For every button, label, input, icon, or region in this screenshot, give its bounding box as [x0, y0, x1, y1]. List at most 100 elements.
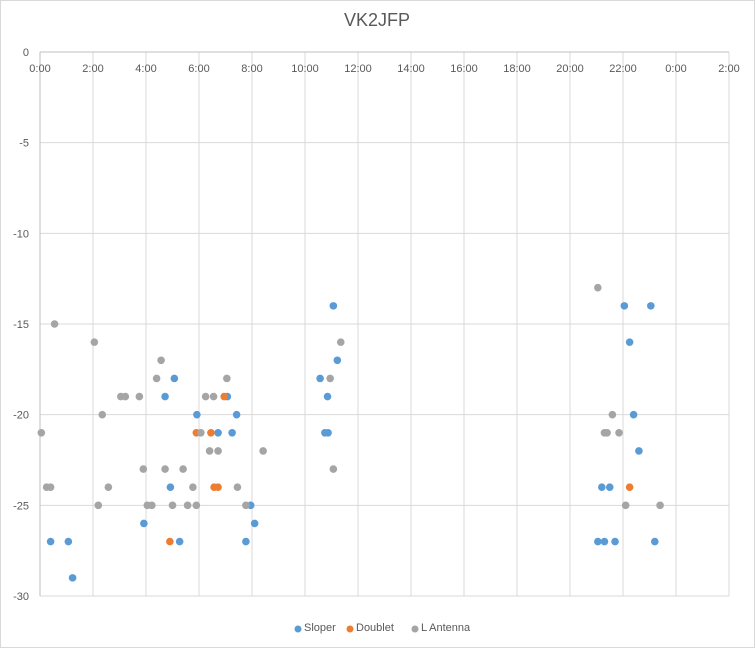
legend-item[interactable]: Sloper: [294, 622, 337, 634]
legend: Sloper Doublet L Antenna: [294, 622, 472, 634]
data-point: [64, 537, 73, 546]
y-tick-label: -15: [13, 319, 29, 331]
data-point: [233, 483, 242, 492]
data-point: [594, 283, 602, 292]
y-tick-label: -10: [13, 228, 29, 240]
legend-marker-icon: [411, 625, 419, 633]
legend-label: L Antenna: [421, 622, 471, 634]
data-point: [324, 429, 332, 437]
data-point: [651, 537, 659, 546]
data-point: [197, 429, 205, 437]
legend-marker-icon: [346, 625, 354, 633]
y-tick-label: -5: [19, 138, 29, 150]
data-point: [104, 483, 113, 492]
data-point: [228, 429, 236, 437]
data-point: [625, 338, 634, 346]
data-point: [121, 392, 130, 401]
series-sloper: [46, 302, 659, 582]
y-tick-label: -20: [13, 410, 29, 422]
data-point: [148, 501, 156, 510]
data-point: [611, 537, 619, 546]
x-tick-label: 10:00: [291, 63, 319, 75]
data-point: [139, 465, 148, 473]
data-point: [242, 537, 250, 546]
data-point: [250, 519, 259, 528]
x-tick-label: 20:00: [556, 63, 584, 75]
data-point: [223, 374, 231, 383]
x-tick-label: 8:00: [241, 63, 262, 75]
data-point: [135, 392, 144, 401]
data-point: [620, 302, 629, 310]
data-point: [329, 302, 338, 310]
chart-title: VK2JFP: [344, 10, 410, 30]
data-point: [615, 429, 623, 437]
data-point: [214, 429, 222, 437]
data-point: [625, 483, 634, 492]
x-tick-label: 16:00: [450, 63, 478, 75]
y-tick-labels: 0 -5 -10 -15 -20 -25 -30: [13, 47, 29, 603]
data-point: [179, 465, 187, 473]
x-tick-label: 12:00: [344, 63, 372, 75]
data-point: [603, 429, 611, 437]
y-tick-label: 0: [23, 47, 29, 59]
data-point: [37, 429, 46, 437]
data-point: [214, 447, 222, 455]
data-point: [605, 483, 614, 492]
legend-item[interactable]: L Antenna: [411, 622, 472, 634]
legend-item[interactable]: Doublet: [346, 622, 394, 634]
data-point: [329, 465, 338, 473]
data-point: [189, 483, 197, 492]
legend-label: Sloper: [304, 622, 336, 634]
data-point: [629, 410, 638, 419]
data-point: [242, 501, 250, 510]
data-point: [336, 338, 345, 346]
data-point: [635, 447, 643, 455]
data-point: [259, 447, 267, 455]
x-tick-label: 2:00: [718, 63, 739, 75]
data-point: [205, 447, 214, 455]
x-tick-label: 2:00: [82, 63, 103, 75]
axes: [39, 51, 729, 596]
data-point: [201, 392, 210, 401]
legend-marker-icon: [294, 625, 302, 633]
x-tick-labels: 0:00 2:00 4:00 6:00 8:00 10:00 12:00 14:00 16:00…: [29, 63, 739, 75]
data-point: [166, 483, 175, 492]
data-point: [161, 392, 169, 401]
y-tick-label: -30: [13, 591, 29, 603]
data-point: [220, 392, 228, 401]
data-point: [600, 537, 609, 546]
x-tick-label: 4:00: [135, 63, 156, 75]
data-point: [214, 483, 222, 492]
x-tick-label: 14:00: [397, 63, 425, 75]
data-point: [90, 338, 99, 346]
data-points: [37, 283, 664, 582]
data-point: [192, 501, 201, 510]
data-point: [161, 465, 169, 473]
data-point: [326, 374, 334, 383]
data-point: [232, 410, 241, 419]
data-point: [621, 501, 630, 510]
x-tick-label: 0:00: [29, 63, 50, 75]
data-point: [152, 374, 161, 383]
data-point: [168, 501, 177, 510]
x-tick-label: 22:00: [609, 63, 637, 75]
data-point: [333, 356, 342, 365]
data-point: [209, 392, 218, 401]
data-point: [94, 501, 103, 510]
data-point: [207, 429, 215, 437]
data-point: [316, 374, 324, 383]
data-point: [647, 302, 655, 310]
data-point: [594, 537, 602, 546]
series-l-antenna: [37, 283, 664, 510]
data-point: [183, 501, 192, 510]
y-tick-label: -25: [13, 500, 29, 512]
x-tick-label: 6:00: [188, 63, 209, 75]
data-point: [166, 537, 174, 546]
data-point: [656, 501, 664, 510]
data-point: [323, 392, 332, 401]
data-point: [170, 374, 179, 383]
data-point: [175, 537, 184, 546]
data-point: [46, 537, 55, 546]
data-point: [608, 410, 617, 419]
